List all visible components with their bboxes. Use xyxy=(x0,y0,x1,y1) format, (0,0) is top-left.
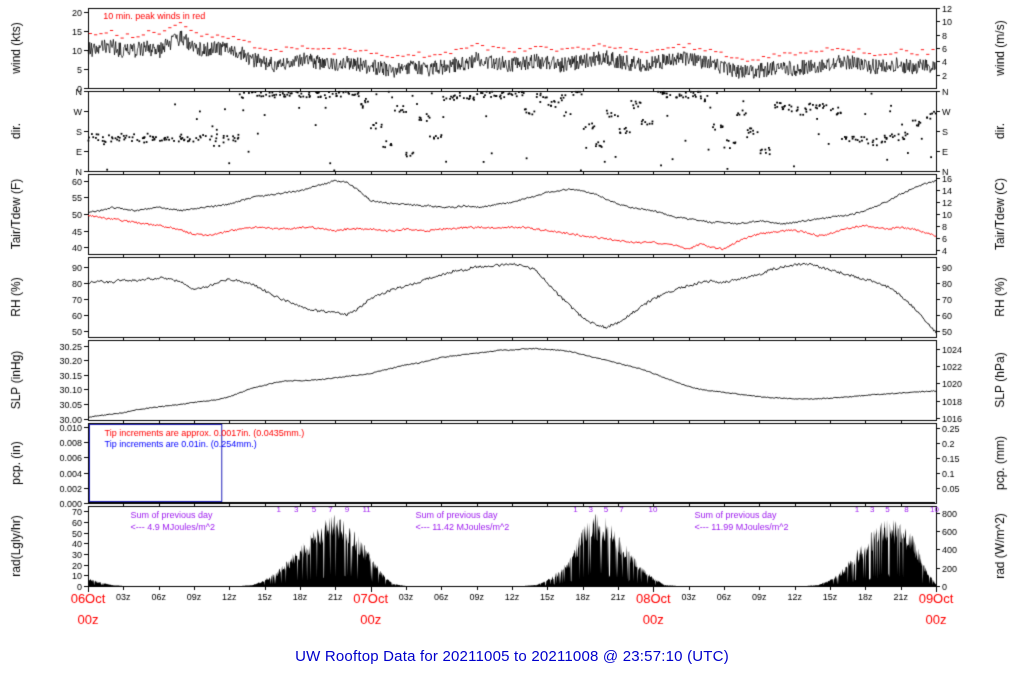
meteogram-canvas xyxy=(0,0,1024,640)
figure-caption: UW Rooftop Data for 20211005 to 20211008… xyxy=(295,648,729,665)
